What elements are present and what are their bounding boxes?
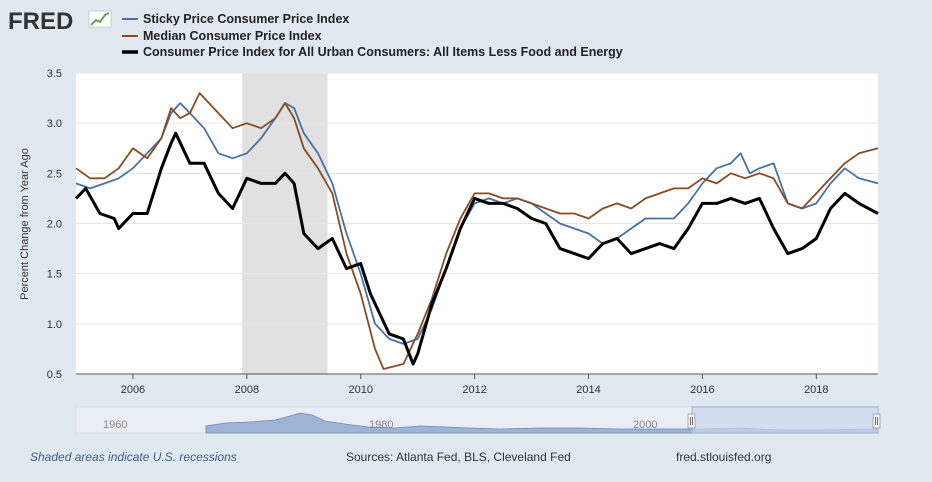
fred-logo-text: FRED bbox=[8, 8, 73, 35]
y-tick-label: 0.5 bbox=[47, 369, 62, 381]
x-tick-label: 2014 bbox=[576, 384, 600, 396]
range-navigator[interactable]: 1960 1980 2000 bbox=[75, 406, 881, 434]
navigator-handle-right[interactable] bbox=[872, 413, 881, 429]
y-tick-label: 2.5 bbox=[47, 168, 62, 180]
navigator-label-2000: 2000 bbox=[633, 419, 657, 431]
legend: Sticky Price Consumer Price Index Median… bbox=[122, 12, 623, 59]
site-link[interactable]: fred.stlouisfed.org bbox=[676, 450, 772, 464]
y-axis-label: Percent Change from Year Ago bbox=[19, 148, 31, 300]
navigator-label-1980: 1980 bbox=[369, 419, 393, 431]
y-tick-label: 1.5 bbox=[47, 269, 62, 281]
navigator-handle-left[interactable] bbox=[687, 413, 696, 429]
y-tick-label: 3.0 bbox=[47, 118, 62, 130]
x-tick-label: 2012 bbox=[462, 384, 486, 396]
x-tick-label: 2006 bbox=[121, 384, 145, 396]
recession-note: Shaded areas indicate U.S. recessions bbox=[30, 450, 237, 464]
navigator-selection[interactable] bbox=[691, 406, 879, 434]
series-lines bbox=[74, 92, 879, 370]
series-line-median bbox=[75, 92, 879, 370]
series-line-core bbox=[74, 131, 879, 366]
y-tick-label: 2.0 bbox=[47, 219, 62, 231]
fred-logo-graph-icon bbox=[88, 10, 112, 28]
x-tick-label: 2018 bbox=[804, 384, 828, 396]
legend-label-median: Median Consumer Price Index bbox=[143, 29, 322, 43]
y-tick-label: 1.0 bbox=[47, 319, 62, 331]
x-tick-label: 2010 bbox=[348, 384, 372, 396]
gridlines bbox=[76, 72, 878, 325]
fred-logo[interactable]: FRED bbox=[8, 8, 112, 35]
x-tick-label: 2008 bbox=[235, 384, 259, 396]
x-tick-label: 2016 bbox=[690, 384, 714, 396]
x-axis-ticks: 2006 2008 2010 2012 2014 2016 2018 bbox=[121, 374, 829, 396]
y-axis-ticks: 0.5 1.0 1.5 2.0 2.5 3.0 3.5 bbox=[47, 68, 62, 381]
y-tick-label: 3.5 bbox=[47, 68, 62, 80]
navigator-label-1960: 1960 bbox=[103, 419, 127, 431]
legend-label-core: Consumer Price Index for All Urban Consu… bbox=[143, 45, 623, 59]
legend-label-sticky: Sticky Price Consumer Price Index bbox=[143, 12, 349, 26]
sources-text: Sources: Atlanta Fed, BLS, Cleveland Fed bbox=[346, 450, 571, 464]
